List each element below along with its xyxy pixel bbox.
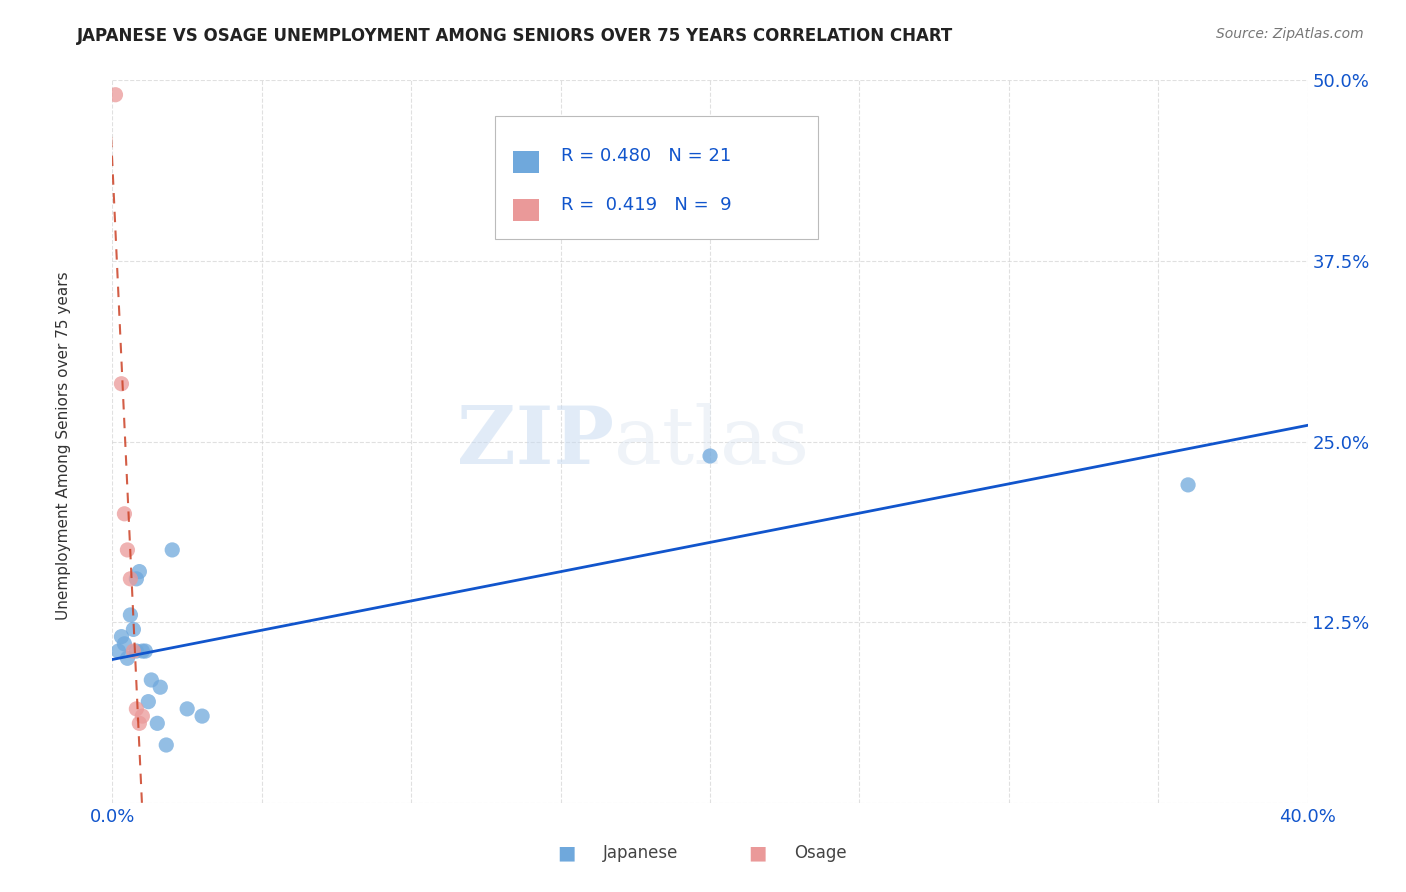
FancyBboxPatch shape bbox=[495, 116, 818, 239]
Point bbox=[162, 542, 183, 557]
Point bbox=[176, 702, 198, 716]
Point bbox=[110, 376, 132, 391]
Point bbox=[125, 702, 148, 716]
Text: R =  0.419   N =  9: R = 0.419 N = 9 bbox=[561, 195, 731, 213]
Point bbox=[131, 644, 153, 658]
Point bbox=[110, 630, 132, 644]
Point bbox=[149, 680, 172, 694]
Point bbox=[146, 716, 169, 731]
Point bbox=[155, 738, 177, 752]
Point bbox=[131, 709, 153, 723]
Point bbox=[128, 716, 150, 731]
Point bbox=[125, 572, 148, 586]
Text: ZIP: ZIP bbox=[457, 402, 614, 481]
Text: R = 0.480   N = 21: R = 0.480 N = 21 bbox=[561, 147, 731, 165]
Text: ■: ■ bbox=[557, 844, 576, 863]
Point bbox=[122, 644, 145, 658]
Text: Japanese: Japanese bbox=[603, 845, 678, 863]
Point bbox=[191, 709, 214, 723]
Text: atlas: atlas bbox=[614, 402, 810, 481]
Point bbox=[120, 572, 142, 586]
Point bbox=[134, 644, 156, 658]
Text: Unemployment Among Seniors over 75 years: Unemployment Among Seniors over 75 years bbox=[56, 272, 70, 620]
Text: Source: ZipAtlas.com: Source: ZipAtlas.com bbox=[1216, 27, 1364, 41]
Point bbox=[114, 637, 135, 651]
Point bbox=[104, 87, 127, 102]
Point bbox=[138, 695, 160, 709]
FancyBboxPatch shape bbox=[513, 199, 538, 221]
Point bbox=[114, 507, 135, 521]
Text: Osage: Osage bbox=[793, 845, 846, 863]
Point bbox=[107, 644, 129, 658]
Point bbox=[117, 651, 139, 665]
Point bbox=[128, 565, 150, 579]
Text: JAPANESE VS OSAGE UNEMPLOYMENT AMONG SENIORS OVER 75 YEARS CORRELATION CHART: JAPANESE VS OSAGE UNEMPLOYMENT AMONG SEN… bbox=[77, 27, 953, 45]
Point bbox=[122, 623, 145, 637]
Point bbox=[125, 644, 148, 658]
Point bbox=[141, 673, 163, 687]
Point bbox=[120, 607, 142, 622]
Point bbox=[699, 449, 721, 463]
Point bbox=[1177, 478, 1199, 492]
Point bbox=[117, 542, 139, 557]
Text: ■: ■ bbox=[748, 844, 768, 863]
FancyBboxPatch shape bbox=[513, 151, 538, 173]
